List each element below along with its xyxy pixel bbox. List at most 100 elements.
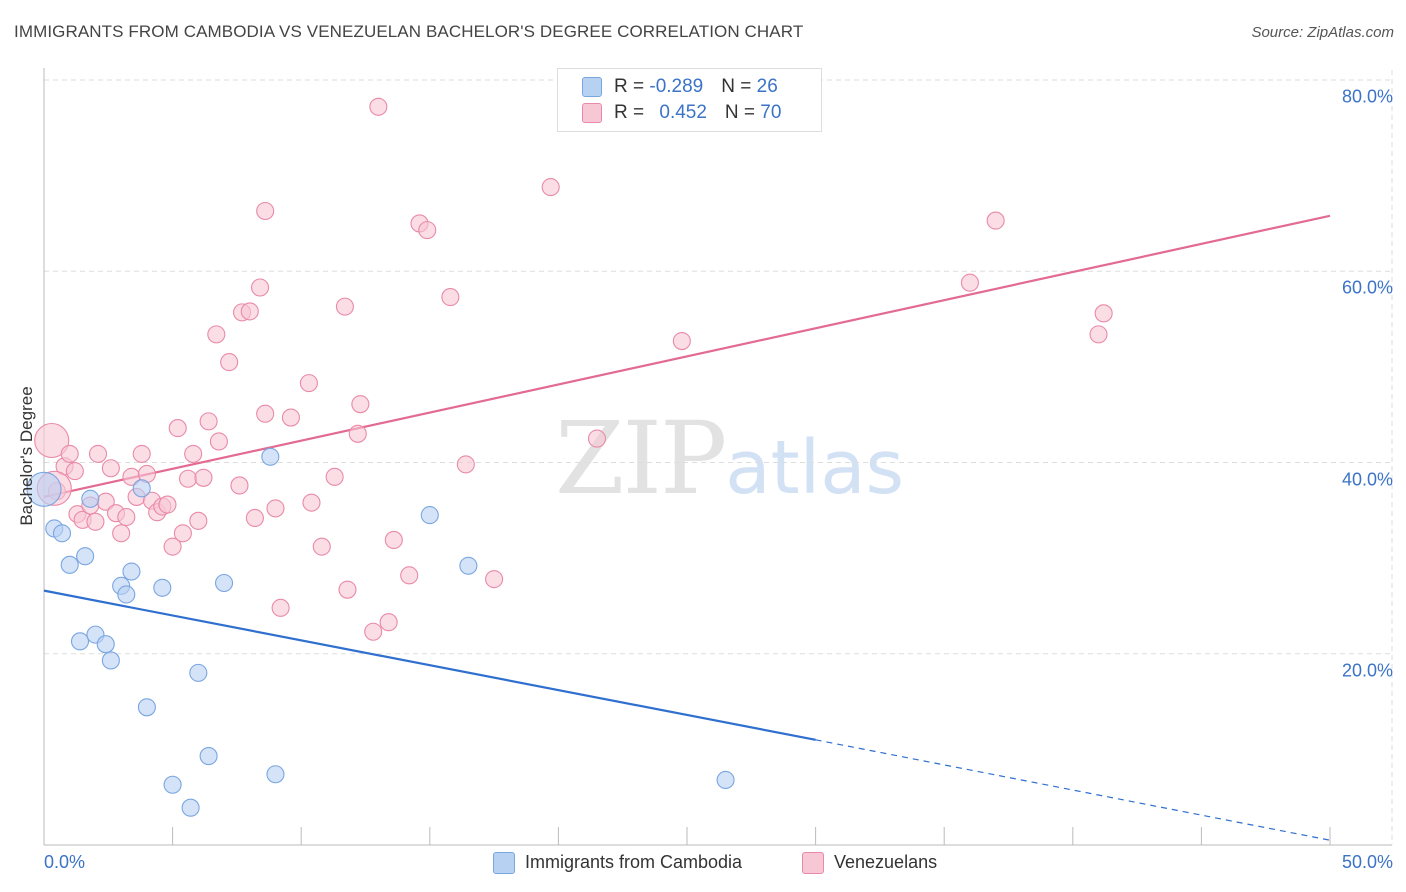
venezuelan-point: [281, 408, 300, 427]
x-tick-label-max: 50.0%: [1341, 852, 1393, 872]
venezuelan-point: [168, 419, 187, 438]
legend-row-venezuelans: R = 0.452 N = 70: [582, 102, 781, 126]
venezuelan-point: [220, 353, 239, 372]
cambodia-point: [163, 775, 182, 794]
chart-title: IMMIGRANTS FROM CAMBODIA VS VENEZUELAN B…: [14, 22, 804, 41]
cambodia-point: [122, 562, 141, 581]
cambodia-point: [137, 698, 156, 717]
venezuelan-point: [184, 444, 203, 463]
watermark-zip: ZIP: [555, 400, 727, 517]
legend-r-value: 0.452: [659, 102, 707, 123]
venezuelan-point: [178, 469, 198, 488]
cambodia-point: [459, 556, 478, 575]
cambodia-point: [101, 651, 120, 670]
venezuelan-point: [173, 524, 192, 543]
venezuelan-point: [194, 468, 213, 487]
venezuelan-point: [299, 374, 318, 393]
venezuelan-point: [312, 537, 331, 556]
legend-row-cambodia: R = -0.289 N = 26: [582, 76, 778, 100]
venezuelan-point: [101, 459, 120, 478]
venezuelan-point: [441, 288, 460, 307]
cambodia-point: [96, 635, 115, 654]
legend-label-venezuelans: Venezuelans: [834, 852, 938, 872]
venezuelan-point: [587, 429, 607, 448]
venezuelan-point: [256, 404, 275, 423]
venezuelan-point: [132, 444, 151, 463]
venezuelan-point: [418, 221, 437, 240]
y-tick-label: 20.0%: [1341, 660, 1393, 681]
legend-swatch-pink: [802, 852, 824, 875]
venezuelan-point: [158, 495, 177, 514]
cambodia-point: [266, 765, 285, 784]
cambodia-point: [153, 578, 172, 597]
venezuelan-point: [86, 512, 105, 531]
cambodia-point: [52, 524, 72, 543]
venezuelan-point: [245, 508, 264, 528]
venezuelan-point: [986, 211, 1005, 230]
venezuelan-point: [325, 467, 344, 486]
cambodia-point: [199, 747, 218, 766]
venezuelan-point: [207, 325, 226, 344]
cambodia-point: [181, 798, 200, 817]
venezuelan-point: [199, 412, 218, 431]
axes: [43, 68, 1392, 846]
venezuelan-point: [302, 493, 321, 512]
cambodia-point: [60, 555, 79, 574]
watermark: ZIPatlas: [555, 400, 904, 517]
venezuelan-point: [338, 580, 357, 599]
legend-n-label: N =: [721, 76, 757, 97]
venezuelan-point: [60, 444, 79, 463]
legend-swatch-pink: [582, 102, 602, 123]
legend-swatch-blue: [582, 76, 602, 97]
venezuelan-point: [369, 97, 388, 116]
cambodia-trend-extension: [815, 739, 1331, 841]
venezuelan-point: [266, 499, 285, 518]
source-credit: Source: ZipAtlas.com: [1251, 24, 1394, 41]
legend-n-label: N =: [724, 102, 761, 123]
watermark-atlas: atlas: [725, 425, 905, 511]
data-points: [26, 97, 1113, 817]
legend-r-value: -0.289: [649, 76, 704, 97]
venezuelan-point: [117, 507, 136, 527]
venezuelan-point: [456, 455, 475, 474]
venezuelan-point: [672, 332, 691, 351]
legend-label-cambodia: Immigrants from Cambodia: [525, 852, 743, 872]
cambodia-point: [81, 489, 100, 508]
venezuelan-point: [34, 422, 70, 459]
legend-item-venezuelans: Venezuelans: [802, 852, 938, 875]
cambodia-point: [76, 547, 95, 566]
legend-r-label: R =: [614, 76, 650, 97]
cambodia-point: [70, 632, 90, 651]
cambodia-point: [117, 585, 136, 604]
y-tick-label: 60.0%: [1341, 277, 1393, 298]
venezuelan-point: [250, 278, 270, 297]
venezuelan-point: [1094, 304, 1113, 323]
venezuelan-point: [256, 201, 275, 221]
cambodia-point: [420, 506, 439, 525]
cambodia-point: [132, 479, 151, 498]
venezuelan-point: [400, 566, 419, 585]
x-tick-label-min: 0.0%: [44, 852, 86, 872]
venezuelan-point: [960, 273, 979, 292]
legend-item-cambodia: Immigrants from Cambodia: [493, 852, 743, 875]
venezuelan-point: [189, 511, 208, 530]
venezuelan-point: [240, 302, 259, 321]
venezuelan-point: [541, 178, 560, 197]
venezuelan-point: [364, 622, 383, 641]
legend-r-label: R =: [614, 102, 650, 123]
y-tick-label: 80.0%: [1341, 86, 1393, 107]
venezuelan-point: [230, 476, 249, 495]
venezuelan-point: [1089, 325, 1108, 344]
cambodia-point: [189, 663, 208, 682]
grid-lines: [44, 70, 1393, 845]
legend-swatch-blue: [493, 852, 515, 875]
cambodia-point: [26, 471, 62, 507]
venezuelan-point: [209, 432, 228, 451]
cambodia-point: [716, 770, 735, 790]
stats-legend: R = -0.289 N = 26 R = 0.452 N = 70: [557, 68, 822, 132]
cambodia-point: [261, 447, 280, 466]
venezuelan-point: [348, 424, 367, 443]
venezuelan-point: [65, 462, 84, 481]
legend-n-value: 26: [756, 76, 778, 97]
